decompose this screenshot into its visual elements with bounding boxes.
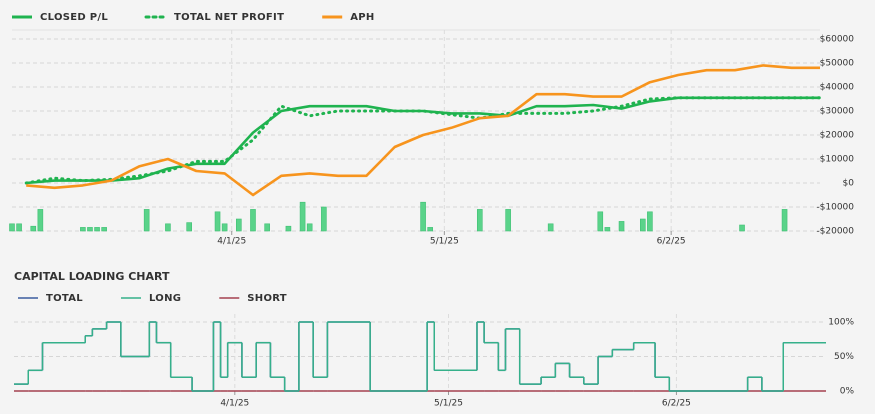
y-tick-label: $20000 — [820, 131, 855, 141]
bar — [285, 225, 292, 232]
bar — [16, 223, 22, 232]
bar — [143, 209, 150, 232]
bar — [264, 223, 270, 232]
x-tick-label: 6/2/25 — [662, 399, 691, 409]
legend-label: APH — [350, 12, 374, 23]
bar — [505, 209, 511, 232]
bar — [739, 224, 745, 232]
bar — [37, 209, 44, 232]
x-tick-label: 4/1/25 — [220, 399, 249, 409]
bar — [186, 222, 192, 232]
series-line — [24, 96, 822, 185]
y-tick-label: -$20000 — [816, 227, 854, 237]
y-tick-label: $50000 — [820, 59, 855, 69]
legend-label: TOTAL — [46, 293, 83, 304]
bar — [427, 227, 433, 232]
x-tick-label: 6/2/25 — [657, 237, 686, 247]
chart-title: CAPITAL LOADING CHART — [14, 270, 170, 283]
bar — [214, 211, 221, 232]
x-tick-label: 5/1/25 — [430, 237, 459, 247]
x-tick-label: 5/1/25 — [434, 399, 463, 409]
bar — [618, 221, 625, 232]
y-tick-label: $0 — [843, 179, 855, 189]
legend-label: CLOSED P/L — [40, 12, 108, 23]
y-tick-label: 100% — [828, 318, 854, 328]
bar — [94, 227, 100, 232]
series-line — [26, 64, 820, 197]
bar — [87, 227, 93, 232]
bar — [476, 209, 483, 232]
y-tick-label: $30000 — [820, 107, 855, 117]
bar — [299, 201, 306, 232]
y-tick-label: $60000 — [820, 35, 855, 45]
bar — [306, 223, 313, 232]
y-tick-label: -$10000 — [816, 203, 854, 213]
y-tick-label: 0% — [840, 387, 855, 397]
bar — [781, 209, 788, 232]
bar — [9, 223, 15, 232]
bar — [647, 211, 653, 232]
bar — [420, 201, 426, 232]
y-tick-label: $40000 — [820, 83, 855, 93]
legend-label: TOTAL NET PROFIT — [174, 12, 284, 23]
x-tick-label: 4/1/25 — [217, 237, 246, 247]
bar — [221, 223, 228, 232]
bar — [321, 206, 327, 232]
bar — [597, 211, 604, 232]
bar — [640, 218, 646, 232]
legend-label: SHORT — [247, 293, 287, 304]
bar — [30, 225, 37, 232]
bar — [165, 223, 171, 232]
y-tick-label: 50% — [834, 352, 854, 362]
bar — [250, 209, 256, 232]
bar — [604, 227, 611, 232]
bar — [236, 218, 242, 232]
bar — [547, 223, 554, 232]
legend-label: LONG — [149, 293, 181, 304]
bar — [101, 227, 107, 232]
bar — [80, 227, 86, 232]
y-tick-label: $10000 — [820, 155, 855, 165]
